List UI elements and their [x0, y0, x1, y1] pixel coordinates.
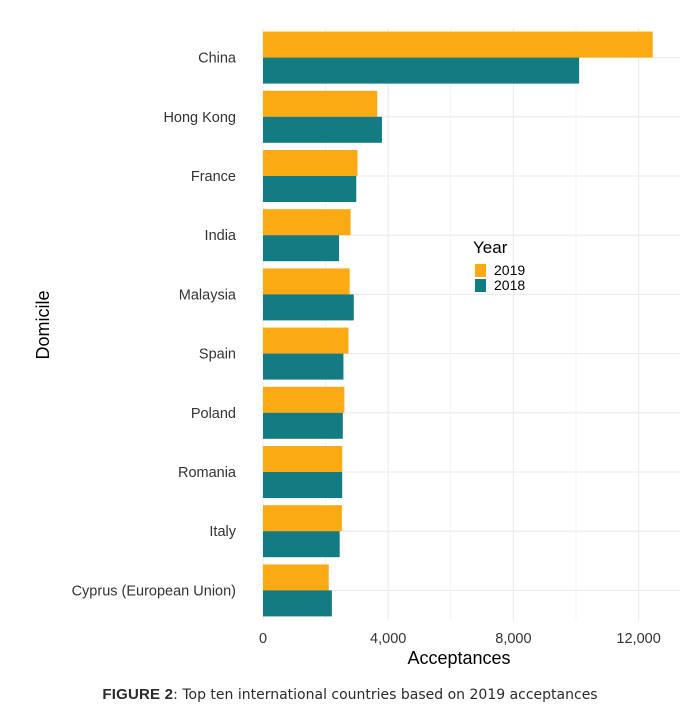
x-tick-label: 4,000 [370, 631, 406, 647]
bar-chart: China Hong Kong France India Malaysia Spain Po… [33, 28, 680, 668]
category-label: Romania [178, 465, 237, 481]
caption-text: : Top ten international countries based … [173, 687, 598, 703]
category-label: Malaysia [179, 287, 237, 303]
bar-2018 [263, 353, 344, 380]
x-tick-labels: 0 4,000 8,000 12,000 [259, 631, 661, 647]
bar-2019 [263, 564, 329, 591]
x-tick-label: 12,000 [616, 631, 660, 647]
bar-2019 [263, 446, 343, 472]
bar-2018 [263, 472, 343, 498]
bar-2019 [263, 327, 349, 354]
legend-title: Year [473, 238, 508, 257]
bar-2018 [263, 176, 357, 202]
bar-2018 [263, 412, 343, 439]
bar-2018 [263, 235, 340, 262]
bar-2018 [263, 294, 354, 321]
category-label: India [205, 228, 237, 244]
bar-2019 [263, 386, 345, 413]
category-label: Poland [191, 406, 236, 422]
figure-label: FIGURE 2 [102, 686, 174, 703]
x-axis-title: Acceptances [407, 648, 510, 668]
bar-2019 [263, 209, 351, 236]
x-tick-label: 0 [259, 631, 267, 647]
bar-2019 [263, 268, 350, 295]
category-label: Italy [209, 524, 236, 540]
category-label: Hong Kong [163, 110, 236, 126]
category-label: Spain [199, 347, 236, 363]
bar-2018 [263, 590, 332, 617]
legend-swatch-2018 [475, 279, 486, 292]
bar-2019 [263, 150, 358, 176]
category-label: France [191, 169, 236, 185]
bar-2019 [263, 90, 378, 117]
category-labels: China Hong Kong France India Malaysia Spain Po… [72, 51, 237, 600]
bars [263, 31, 653, 617]
bar-2019 [263, 505, 342, 532]
y-axis-title: Domicile [33, 290, 53, 359]
bar-2018 [263, 531, 340, 558]
bar-2019 [263, 31, 653, 58]
bar-2018 [263, 57, 580, 84]
x-tick-label: 8,000 [495, 631, 531, 647]
bar-2018 [263, 116, 382, 143]
category-label: Cyprus (European Union) [72, 583, 236, 599]
legend-label: 2019 [494, 262, 525, 278]
legend-swatch-2019 [475, 264, 486, 277]
figure-caption: FIGURE 2: Top ten international countrie… [0, 686, 700, 703]
category-label: China [198, 51, 237, 67]
legend-label: 2018 [494, 277, 525, 293]
